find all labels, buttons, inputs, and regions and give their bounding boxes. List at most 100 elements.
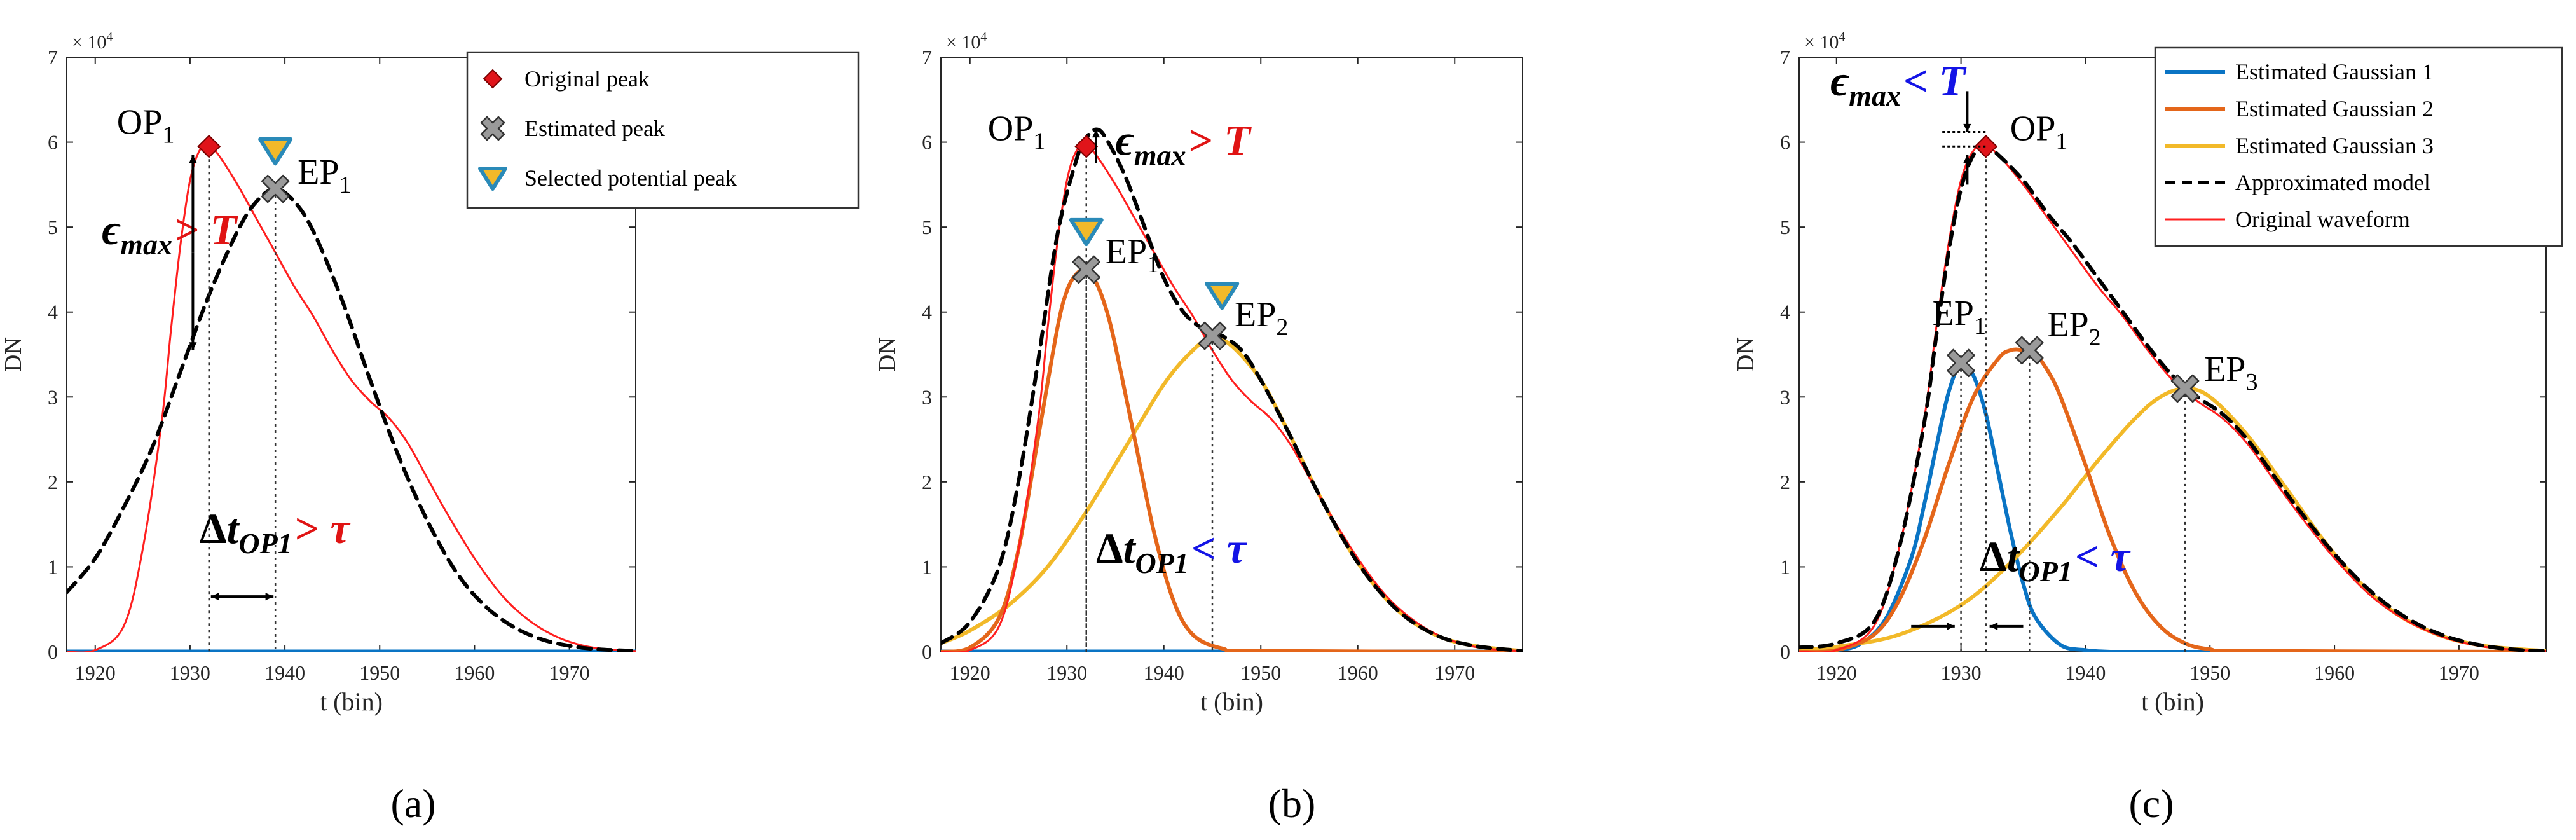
x-tick-label: 1920 [950, 661, 990, 684]
estimated-peak-marker [1198, 321, 1227, 350]
plot-area [941, 127, 1523, 652]
legend-selected-peak-icon [478, 167, 507, 191]
delta-arrow-head [1947, 622, 1955, 631]
x-tick-label: 1970 [1434, 661, 1475, 684]
epsilon-arrow-head [1963, 155, 1971, 163]
series-line [941, 267, 1523, 652]
peak-label: EP1 [298, 153, 351, 198]
epsilon-arrow-head [1092, 129, 1100, 138]
x-tick-label: 1930 [1941, 661, 1982, 684]
y-tick-label: 0 [48, 640, 58, 663]
y-tick-label: 4 [1780, 301, 1790, 324]
legend-label: Estimated peak [524, 116, 665, 141]
x-tick-label: 1970 [2439, 661, 2479, 684]
series-line [941, 127, 1523, 652]
y-tick-label: 4 [922, 301, 932, 324]
y-axis-label: DN [874, 337, 901, 372]
epsilon-annotation: ϵmax> T [102, 205, 238, 261]
series-line [1799, 145, 2546, 652]
delta-arrow-head [265, 593, 274, 601]
legend-series: Estimated Gaussian 1 Estimated Gaussian 2… [2154, 46, 2563, 247]
peak-label: EP1 [1106, 232, 1159, 278]
series-line [1799, 144, 2546, 652]
x-tick-label: 1930 [1046, 661, 1087, 684]
x-tick-label: 1950 [1240, 661, 1281, 684]
epsilon-arrow-head [189, 155, 197, 163]
legend-label: Original peak [524, 66, 650, 92]
peak-label: OP1 [117, 102, 175, 148]
x-axis-label: t (bin) [2141, 687, 2204, 716]
delta-arrow-head [210, 593, 219, 601]
y-tick-label: 6 [48, 131, 58, 154]
plot-area [1799, 144, 2546, 652]
series-line [941, 145, 1523, 652]
legend-original-peak-icon [483, 69, 503, 89]
delta-arrow-head [1989, 622, 1998, 631]
y-tick-label: 6 [1780, 131, 1790, 154]
x-tick-label: 1960 [454, 661, 495, 684]
y-tick-label: 7 [48, 46, 58, 69]
x-tick-label: 1960 [2314, 661, 2355, 684]
y-tick-label: 2 [1780, 471, 1790, 493]
y-tick-label: 3 [1780, 385, 1790, 408]
peak-label: EP3 [2204, 350, 2257, 396]
estimated-peak-marker [2170, 374, 2200, 403]
delta-annotation: ΔtOP1< τ [1980, 532, 2131, 588]
estimated-peak-marker [1947, 348, 1975, 378]
x-axis-label: t (bin) [320, 687, 383, 716]
selected-potential-peak-marker [258, 137, 293, 166]
y-tick-label: 1 [922, 555, 932, 578]
y-tick-label: 6 [922, 131, 932, 154]
original-peak-marker [197, 134, 221, 158]
x-tick-label: 1930 [170, 661, 210, 684]
series-line [1799, 386, 2546, 652]
selected-potential-peak-marker [1205, 282, 1240, 310]
legend-markers: Original peak Estimated peak Selected pote… [466, 51, 860, 209]
delta-annotation: ΔtOP1< τ [1096, 524, 1247, 579]
legend-label: Estimated Gaussian 2 [2235, 96, 2434, 121]
y-tick-label: 2 [922, 471, 932, 493]
original-peak-marker [1074, 134, 1099, 158]
x-tick-label: 1950 [359, 661, 400, 684]
legend-label: Estimated Gaussian 3 [2235, 133, 2434, 158]
y-tick-label: 1 [48, 555, 58, 578]
y-tick-label: 3 [48, 385, 58, 408]
estimated-peak-marker [1072, 255, 1100, 284]
y-axis-label: DN [1732, 337, 1759, 372]
y-exponent-label: × 104 [72, 30, 113, 53]
series-line [1799, 347, 2546, 652]
series-line [67, 145, 636, 652]
original-peak-marker [1974, 134, 1998, 158]
y-tick-label: 7 [1780, 46, 1790, 69]
y-tick-label: 3 [922, 385, 932, 408]
y-tick-label: 5 [1780, 216, 1790, 238]
panel-label: (b) [1268, 781, 1316, 826]
legend-label: Selected potential peak [524, 165, 737, 191]
y-exponent-label: × 104 [946, 30, 987, 53]
panel-label: (c) [2128, 781, 2174, 826]
y-tick-label: 5 [922, 216, 932, 238]
legend-label: Original waveform [2235, 207, 2410, 232]
y-tick-label: 1 [1780, 555, 1790, 578]
chart-panel-a: 0 1 2 3 4 5 6 7 1920 1930 1940 1950 1960 1970 × 104 t (… [0, 30, 860, 826]
series-line [67, 187, 636, 652]
x-tick-label: 1940 [2065, 661, 2106, 684]
panel-label: (a) [390, 781, 435, 826]
peak-label: EP2 [1235, 295, 1288, 341]
x-tick-label: 1920 [75, 661, 116, 684]
x-tick-label: 1940 [264, 661, 305, 684]
estimated-peak-marker [261, 174, 290, 203]
y-tick-label: 0 [922, 640, 932, 663]
epsilon-arrow-head [1963, 123, 1971, 132]
y-tick-label: 7 [922, 46, 932, 69]
peak-label: EP1 [1933, 294, 1986, 340]
peak-label: OP1 [988, 109, 1046, 155]
y-tick-label: 2 [48, 471, 58, 493]
plot-area [67, 145, 636, 652]
selected-potential-peak-marker [1069, 217, 1104, 247]
y-tick-label: 5 [48, 216, 58, 238]
epsilon-arrow-head [189, 342, 197, 350]
legend-label: Estimated Gaussian 1 [2235, 59, 2434, 85]
x-tick-label: 1950 [2189, 661, 2230, 684]
